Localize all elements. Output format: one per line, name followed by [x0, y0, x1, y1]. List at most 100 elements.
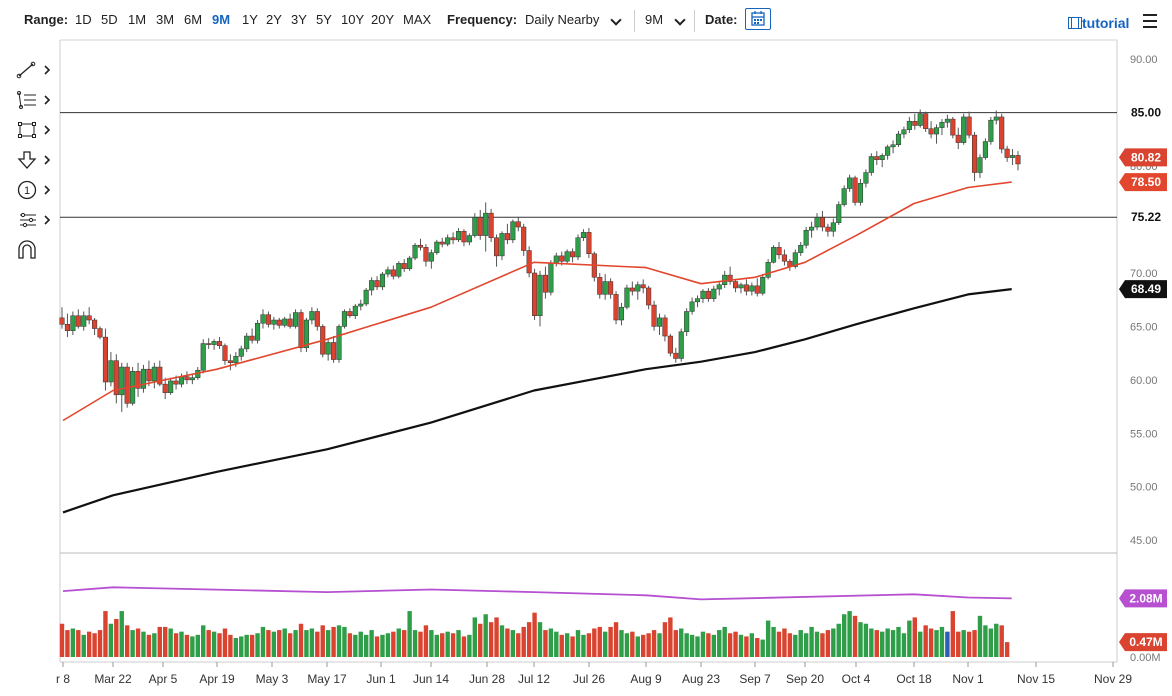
- calendar-button[interactable]: [745, 8, 771, 30]
- range-button-2y[interactable]: 2Y: [266, 12, 282, 27]
- volume-bar: [988, 628, 994, 657]
- candle-body: [776, 247, 782, 256]
- line-tool-button[interactable]: [14, 58, 60, 88]
- candle-body: [450, 237, 456, 241]
- volume-bar: [961, 630, 966, 657]
- volume-bar: [918, 631, 923, 657]
- period-select[interactable]: 9M: [645, 12, 664, 27]
- candle-body: [781, 254, 787, 262]
- range-button-5y[interactable]: 5Y: [316, 12, 332, 27]
- range-button-max[interactable]: MAX: [403, 12, 432, 27]
- hamburger-menu-icon[interactable]: [1143, 14, 1157, 28]
- range-button-3m[interactable]: 3M: [156, 12, 175, 27]
- volume-bar: [749, 633, 755, 657]
- range-button-1d[interactable]: 1D: [75, 12, 92, 27]
- arrow-down-tool-icon: [17, 151, 51, 169]
- candle-body: [852, 177, 858, 203]
- fib-tool-icon: [17, 91, 51, 109]
- rectangle-tool-button[interactable]: [14, 118, 60, 148]
- volume-bar: [880, 631, 885, 657]
- arrow-tool-button[interactable]: [14, 148, 60, 178]
- candle-body: [727, 274, 733, 282]
- candle-body: [928, 128, 934, 135]
- candle-body: [374, 280, 380, 288]
- volume-bar: [315, 631, 320, 657]
- range-button-1y[interactable]: 1Y: [242, 12, 258, 27]
- volume-bar: [907, 620, 912, 657]
- volume-bar: [874, 630, 879, 657]
- toolbar: Range: 1D 5D 1M 3M 6M 9M 1Y 2Y 3Y 5Y 10Y 20Y MAX Fre…: [0, 0, 1172, 40]
- candle-body: [369, 280, 375, 291]
- candle-body: [526, 250, 532, 274]
- candle-body: [439, 241, 445, 245]
- volume-bar: [939, 626, 945, 657]
- candle-body: [532, 272, 538, 316]
- candle-body: [423, 247, 429, 262]
- volume-bar: [374, 636, 380, 657]
- candle-body: [417, 244, 424, 248]
- volume-bar: [282, 628, 287, 657]
- volume-bar: [412, 630, 418, 657]
- candle-body: [602, 281, 608, 295]
- candle-body: [412, 244, 418, 259]
- candle-body: [97, 328, 103, 338]
- volume-bar: [700, 631, 706, 657]
- candle-body: [646, 287, 652, 306]
- candle-body: [325, 342, 331, 355]
- candle-body: [988, 119, 994, 142]
- range-button-1m[interactable]: 1M: [128, 12, 147, 27]
- volume-avg-label: 2.08M: [1129, 591, 1162, 605]
- candle-body: [635, 284, 641, 292]
- candle-body: [624, 287, 630, 308]
- range-button-6m[interactable]: 6M: [184, 12, 203, 27]
- candle-body: [92, 319, 98, 329]
- volume-bar: [983, 625, 988, 657]
- last-volume-label: 0.47M: [1129, 635, 1162, 649]
- range-button-20y[interactable]: 20Y: [371, 12, 395, 27]
- volume-bar: [717, 630, 722, 657]
- x-tick-label: Sep 20: [786, 672, 824, 686]
- candle-body: [906, 120, 912, 131]
- volume-bar: [798, 630, 803, 657]
- volume-bar: [755, 638, 760, 657]
- range-button-3y[interactable]: 3Y: [291, 12, 307, 27]
- divider: [694, 10, 695, 32]
- volume-bar: [331, 626, 336, 657]
- candle-body: [982, 141, 988, 158]
- magnet-tool-button[interactable]: [14, 238, 60, 268]
- x-tick-label: Nov 15: [1017, 672, 1055, 686]
- volume-bar: [173, 633, 179, 657]
- volume-bar: [912, 617, 917, 657]
- x-tick-label: Nov 1: [952, 672, 984, 686]
- measure-tool-button[interactable]: [14, 208, 60, 238]
- range-button-5d[interactable]: 5D: [101, 12, 118, 27]
- volume-bar: [342, 626, 347, 657]
- y-tick-label: 55.00: [1130, 428, 1158, 440]
- range-button-9m[interactable]: 9M: [212, 12, 231, 27]
- candle-body: [857, 182, 864, 203]
- fib-tool-button[interactable]: [14, 88, 60, 118]
- volume-bar: [320, 625, 325, 657]
- candle-body: [548, 263, 554, 293]
- candle-body: [493, 237, 500, 257]
- x-tick-label: Apr 5: [149, 672, 178, 686]
- frequency-select[interactable]: Daily Nearby: [525, 12, 600, 27]
- sma200-label-tag: [1119, 280, 1167, 299]
- candle-body: [754, 285, 760, 294]
- candle-body: [716, 284, 722, 290]
- candle-body: [847, 177, 853, 189]
- volume-bar: [135, 628, 141, 657]
- candle-body: [477, 217, 483, 236]
- candle-body: [792, 252, 798, 267]
- volume-bar: [385, 633, 391, 657]
- tutorial-link[interactable]: tutorial: [1068, 15, 1129, 31]
- volume-bar: [836, 623, 841, 657]
- volume-bar: [260, 626, 266, 657]
- number-marker-tool-button[interactable]: 1: [14, 178, 60, 208]
- volume-bar: [114, 619, 119, 657]
- range-button-10y[interactable]: 10Y: [341, 12, 365, 27]
- candle-body: [738, 284, 744, 289]
- x-tick-label: Jun 14: [413, 672, 449, 686]
- volume-bar: [103, 611, 108, 657]
